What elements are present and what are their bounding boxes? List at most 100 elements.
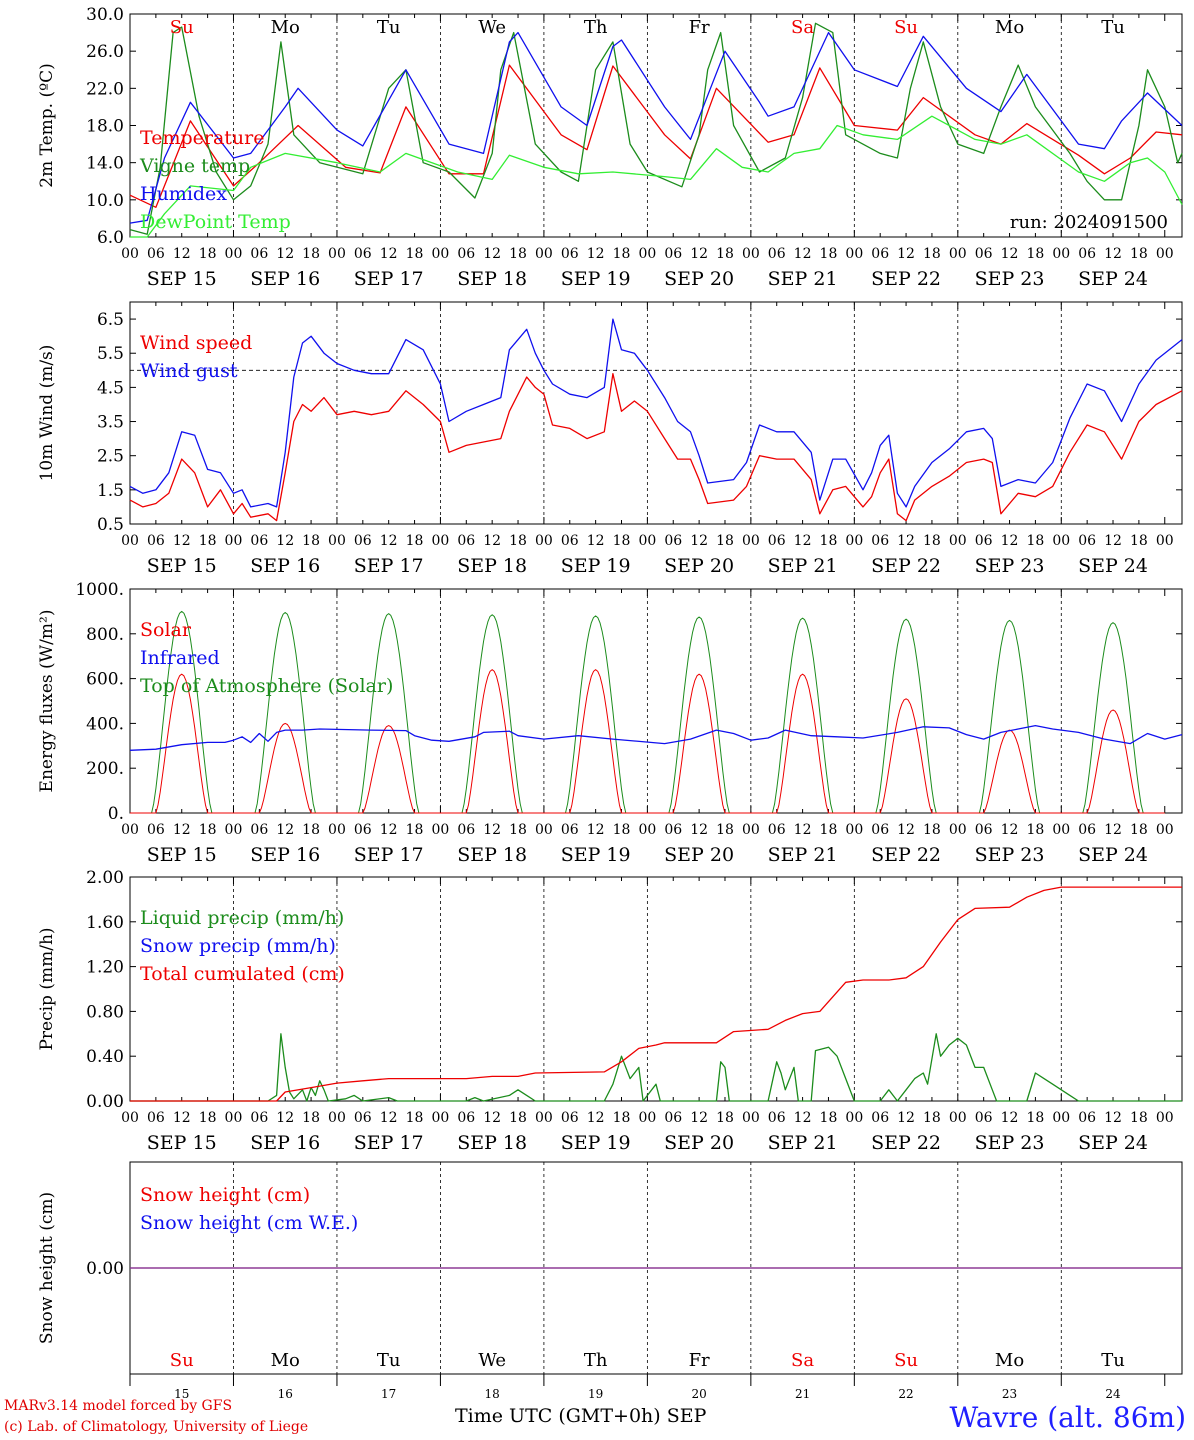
hour-tick-label: 12 — [1001, 822, 1019, 838]
hour-tick-label: 06 — [871, 1110, 889, 1126]
y-tick-label: 0. — [108, 804, 124, 824]
hour-tick-label: 06 — [250, 533, 268, 549]
hour-tick-label: 12 — [380, 246, 398, 262]
hour-tick-label: 18 — [406, 246, 424, 262]
hour-tick-label: 06 — [664, 533, 682, 549]
hour-tick-label: 00 — [535, 246, 553, 262]
y-axis-label: Snow height (cm) — [37, 1192, 57, 1344]
date-label: SEP 20 — [664, 844, 734, 866]
hour-tick-label: 00 — [845, 1110, 863, 1126]
hour-tick-label: 12 — [1104, 822, 1122, 838]
day-name-label: We — [478, 1350, 506, 1371]
day-name-label: Su — [170, 17, 194, 38]
hour-tick-label: 06 — [768, 822, 786, 838]
hour-tick-label: 06 — [768, 1110, 786, 1126]
panel-energy: 0. 200. 400. 600. 800. 1000. Energy fluxes (W/… — [37, 580, 1183, 866]
hour-tick-label: 06 — [147, 246, 165, 262]
legend-entry: Temperature — [140, 127, 264, 149]
hour-tick-label: 00 — [1052, 246, 1070, 262]
day-name-label: Mo — [995, 17, 1024, 38]
legend-entry: Snow height (cm) — [140, 1184, 310, 1206]
hour-tick-label: 18 — [1026, 822, 1044, 838]
day-name-label: Tu — [1101, 17, 1125, 38]
hour-tick-label: 06 — [1078, 1110, 1096, 1126]
hour-tick-label: 12 — [1104, 246, 1122, 262]
date-label: SEP 20 — [664, 268, 734, 290]
date-label: SEP 17 — [354, 555, 424, 577]
hour-tick-label: 00 — [432, 246, 450, 262]
date-label: SEP 15 — [147, 844, 217, 866]
series-line-liquid-precip-mm-h — [130, 1033, 1182, 1102]
hour-tick-label: 00 — [225, 822, 243, 838]
y-tick-label: 4.5 — [97, 378, 124, 398]
hour-tick-label: 18 — [1026, 246, 1044, 262]
date-label: SEP 23 — [975, 268, 1045, 290]
day-name-label: Tu — [1101, 1350, 1125, 1371]
hour-tick-label: 00 — [1052, 533, 1070, 549]
hour-tick-label: 12 — [173, 246, 191, 262]
day-name-label: Tu — [377, 1350, 401, 1371]
day-number-label: 21 — [795, 1387, 810, 1401]
hour-tick-label: 18 — [1026, 1110, 1044, 1126]
hour-tick-label: 12 — [276, 246, 294, 262]
day-number-label: 20 — [691, 1387, 706, 1401]
hour-tick-label: 18 — [509, 1110, 527, 1126]
day-number-label: 22 — [898, 1387, 913, 1401]
hour-tick-label: 06 — [768, 533, 786, 549]
date-label: SEP 23 — [975, 1132, 1045, 1154]
hour-tick-label: 00 — [845, 822, 863, 838]
legend-entry: Snow height (cm W.E.) — [140, 1212, 358, 1234]
day-name-label: Th — [584, 1350, 608, 1371]
day-name-label: We — [478, 17, 506, 38]
legend-entry: Wind gust — [140, 360, 238, 382]
hour-tick-label: 18 — [302, 1110, 320, 1126]
hour-tick-label: 18 — [716, 246, 734, 262]
series-line-wind-speed — [129, 373, 1183, 522]
hour-tick-label: 12 — [794, 822, 812, 838]
hour-tick-label: 00 — [742, 822, 760, 838]
hour-tick-label: 06 — [975, 822, 993, 838]
y-axis-label: Energy fluxes (W/m²) — [37, 610, 57, 793]
hour-tick-label: 00 — [535, 1110, 553, 1126]
hour-tick-label: 06 — [457, 533, 475, 549]
hour-tick-label: 06 — [457, 822, 475, 838]
y-tick-label: 6.5 — [97, 310, 124, 330]
date-label: SEP 19 — [561, 844, 631, 866]
day-name-label: Su — [894, 17, 918, 38]
date-label: SEP 21 — [768, 268, 838, 290]
y-tick-label: 600. — [86, 670, 124, 690]
date-label: SEP 20 — [664, 555, 734, 577]
hour-tick-label: 06 — [1078, 822, 1096, 838]
date-label: SEP 15 — [147, 268, 217, 290]
y-tick-label: 800. — [86, 625, 124, 645]
date-label: SEP 18 — [457, 268, 527, 290]
series-line-humidex — [129, 31, 1183, 224]
hour-tick-label: 18 — [406, 1110, 424, 1126]
y-tick-label: 0.5 — [97, 515, 124, 535]
day-name-label: Mo — [271, 17, 300, 38]
hour-tick-label: 12 — [690, 1110, 708, 1126]
day-number-label: 24 — [1105, 1387, 1121, 1401]
panel-frame — [129, 301, 1183, 525]
legend-entry: Vigne temp — [139, 155, 250, 177]
y-tick-label: 0.40 — [86, 1047, 124, 1067]
y-tick-label: 0.00 — [86, 1092, 124, 1112]
date-label: SEP 23 — [975, 844, 1045, 866]
hour-tick-label: 06 — [250, 822, 268, 838]
y-tick-label: 200. — [86, 759, 124, 779]
hour-tick-label: 18 — [1026, 533, 1044, 549]
hour-tick-label: 06 — [250, 1110, 268, 1126]
hour-tick-label: 06 — [354, 822, 372, 838]
hour-tick-label: 12 — [483, 246, 501, 262]
y-tick-label: 400. — [86, 714, 124, 734]
legend-entry: Liquid precip (mm/h) — [140, 907, 344, 929]
hour-tick-label: 00 — [949, 1110, 967, 1126]
date-label: SEP 18 — [457, 555, 527, 577]
hour-tick-label: 12 — [897, 822, 915, 838]
legend-entry: Solar — [140, 619, 192, 641]
hour-tick-label: 18 — [199, 246, 217, 262]
y-axis-label: Precip (mm/h) — [37, 927, 57, 1050]
hour-tick-label: 00 — [1052, 822, 1070, 838]
date-label: SEP 16 — [250, 555, 320, 577]
hour-tick-label: 00 — [638, 1110, 656, 1126]
